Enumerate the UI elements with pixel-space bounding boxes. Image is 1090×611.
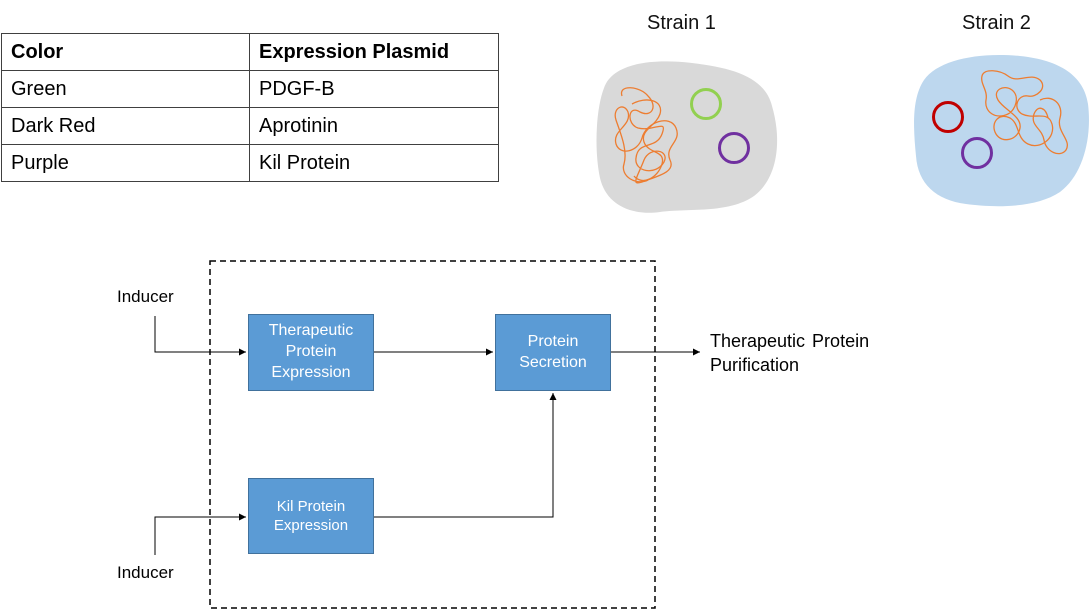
block-line: Kil Protein <box>276 497 346 515</box>
strain-cells <box>596 55 1089 213</box>
block-line: Therapeutic <box>268 322 354 340</box>
table-row: Dark Red Aprotinin <box>1 107 499 145</box>
strain-1-cell <box>596 61 778 213</box>
strain-1-title: Strain 1 <box>647 12 716 34</box>
strain-2-plasmid-red <box>932 101 964 133</box>
table-header-plasmid: Expression Plasmid <box>249 33 499 71</box>
protein-secretion-block: Protein Secretion <box>495 314 611 391</box>
strain-2-plasmid-purple <box>961 137 993 169</box>
kil-protein-expression-block: Kil Protein Expression <box>248 478 374 554</box>
block-line: Protein <box>285 343 337 361</box>
table-row: Green PDGF-B <box>1 70 499 108</box>
table-cell-plasmid: Aprotinin <box>249 107 499 145</box>
therapeutic-protein-expression-block: Therapeutic Protein Expression <box>248 314 374 391</box>
table-cell-color: Dark Red <box>1 107 250 145</box>
strain-1-cell-body <box>596 61 778 213</box>
strain-2-cell <box>914 55 1089 207</box>
block-line: Expression <box>273 517 349 534</box>
strain-1-plasmid-green <box>690 88 722 120</box>
table-row: Purple Kil Protein <box>1 144 499 182</box>
table-cell-plasmid: PDGF-B <box>249 70 499 108</box>
table-header-row: Color Expression Plasmid <box>1 33 499 71</box>
table-header-color: Color <box>1 33 250 71</box>
strain-2-title: Strain 2 <box>962 12 1031 34</box>
inducer-top-label: Inducer <box>117 287 174 306</box>
table-cell-plasmid: Kil Protein <box>249 144 499 182</box>
output-line-2: Purification <box>710 355 800 375</box>
inducer-bottom-label: Inducer <box>117 563 174 582</box>
arrow-kil-to-secretion <box>374 393 557 518</box>
arrow-inducer-bottom <box>154 513 246 555</box>
block-line: Expression <box>271 363 351 381</box>
strain-1-dna-2 <box>631 99 664 181</box>
strain-2-cell-body <box>914 55 1089 207</box>
block-line: Protein <box>527 332 579 350</box>
strain-1-plasmid-purple <box>718 132 750 164</box>
strain-2-dna-2 <box>1032 97 1068 155</box>
system-boundary <box>209 260 656 609</box>
plasmid-table: Color Expression Plasmid Green PDGF-B Da… <box>1 33 499 182</box>
arrow-inducer-top <box>154 316 246 356</box>
strain-1-dna <box>614 87 678 184</box>
table-cell-color: Purple <box>1 144 250 182</box>
block-line: Secretion <box>519 353 587 371</box>
output-label: Therapeutic Protein Purification <box>710 329 869 377</box>
strain-2-dna <box>981 70 1054 147</box>
output-line-1: Therapeutic Protein <box>710 331 870 351</box>
